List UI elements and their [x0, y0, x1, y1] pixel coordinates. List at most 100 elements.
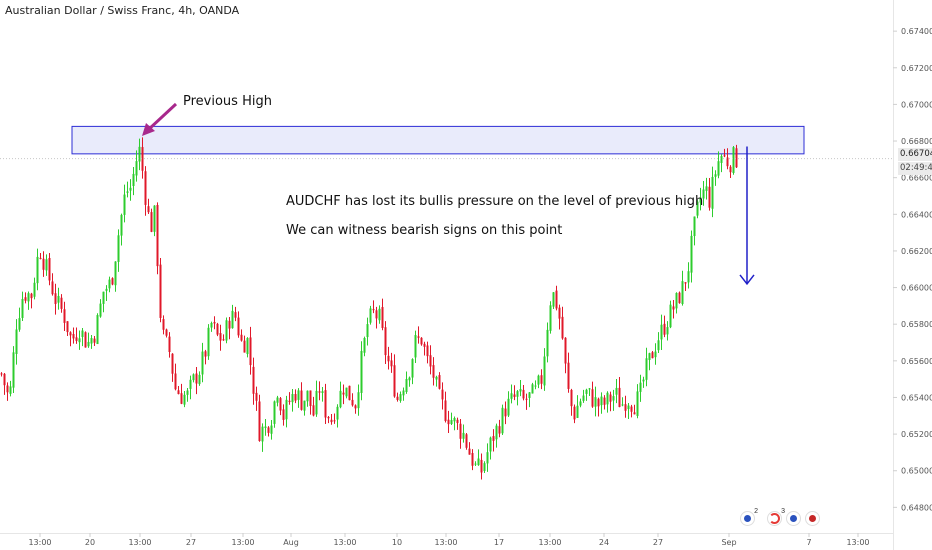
price-tick-label: 0.65200	[901, 430, 932, 439]
candle-body	[351, 399, 354, 406]
candle-body	[132, 173, 135, 186]
price-tick-label: 0.64800	[901, 503, 932, 512]
candle-body	[672, 306, 675, 310]
candle-body	[534, 385, 537, 387]
candle-body	[264, 426, 267, 428]
candle-body	[396, 396, 399, 400]
candle-body	[123, 194, 126, 215]
candle-body	[63, 309, 66, 323]
candle-body	[33, 282, 36, 297]
candle-body	[507, 398, 510, 416]
candle-body	[669, 304, 672, 328]
candle-body	[486, 452, 489, 464]
candle-body	[528, 392, 531, 398]
candle-body	[477, 458, 480, 466]
candle-body	[363, 338, 366, 353]
candle-body	[153, 205, 156, 232]
price-tick-label: 0.66400	[901, 210, 932, 219]
candle-body	[729, 166, 732, 173]
candle-body	[546, 329, 549, 357]
candle-body	[459, 423, 462, 439]
candle-body	[207, 327, 210, 357]
candle-body	[375, 310, 378, 319]
candle-body	[27, 293, 30, 302]
candle-body	[81, 330, 84, 337]
candle-body	[102, 291, 105, 304]
time-tick-label: 13:00	[538, 538, 561, 547]
candle-body	[345, 387, 348, 397]
candle-body	[198, 374, 201, 385]
candle-body	[600, 396, 603, 406]
candle-body	[663, 323, 666, 335]
candle-body	[423, 343, 426, 347]
candle-body	[696, 201, 699, 216]
chart-title: Australian Dollar / Swiss Franc, 4h, OAN…	[5, 4, 240, 17]
event-flag-icon[interactable]: 3	[767, 508, 785, 526]
candle-body	[504, 408, 507, 417]
candle-body	[465, 434, 468, 448]
candle-body	[213, 322, 216, 324]
candle-body	[195, 373, 198, 384]
candle-body	[291, 394, 294, 403]
candle-body	[516, 391, 519, 397]
candle-body	[402, 390, 405, 396]
candle-body	[603, 397, 606, 405]
event-flag-icon[interactable]	[805, 511, 820, 526]
candle-body	[609, 394, 612, 402]
candle-body	[687, 271, 690, 283]
candle-body	[144, 171, 147, 205]
candle-body	[321, 391, 324, 393]
candle-body	[282, 409, 285, 420]
candle-body	[606, 392, 609, 405]
candle-body	[591, 389, 594, 407]
candle-body	[150, 212, 153, 232]
candle-body	[438, 375, 441, 389]
candle-body	[306, 390, 309, 402]
candle-body	[117, 235, 120, 262]
candle-body	[732, 147, 735, 173]
candle-body	[705, 186, 708, 191]
candle-body	[42, 258, 45, 270]
candle-body	[171, 353, 174, 374]
candle-body	[177, 390, 180, 395]
candle-body	[99, 303, 102, 317]
candle-body	[492, 436, 495, 441]
price-tick-label: 0.66600	[901, 174, 932, 183]
candle-body	[36, 256, 39, 284]
candle-body	[498, 426, 501, 434]
time-tick-label: 7	[806, 538, 811, 547]
candle-body	[615, 387, 618, 395]
candle-body	[585, 389, 588, 394]
candle-body	[75, 337, 78, 341]
candle-body	[204, 351, 207, 357]
candle-body	[93, 338, 96, 343]
candle-body	[339, 390, 342, 408]
candle-body	[12, 352, 15, 388]
event-flag-icon[interactable]: 2	[740, 508, 758, 526]
candle-body	[702, 189, 705, 199]
candle-body	[543, 356, 546, 386]
price-tick-label: 0.67000	[901, 100, 932, 109]
candle-body	[114, 261, 117, 286]
candle-body	[666, 327, 669, 335]
candle-body	[621, 404, 624, 406]
candle-body	[216, 323, 219, 335]
candle-body	[579, 401, 582, 406]
event-flag-icon[interactable]	[786, 511, 801, 526]
candle-body	[387, 355, 390, 362]
previous-high-zone[interactable]	[71, 125, 805, 155]
candle-body	[417, 336, 420, 338]
candle-body	[180, 393, 183, 404]
candle-body	[366, 324, 369, 338]
candle-body	[228, 320, 231, 329]
candle-body	[675, 292, 678, 309]
candle-body	[231, 310, 234, 329]
candle-body	[468, 448, 471, 455]
candle-body	[450, 420, 453, 425]
candle-body	[267, 427, 270, 433]
price-tick-label: 0.67400	[901, 27, 932, 36]
candle-body	[570, 389, 573, 407]
price-tick-label: 0.66000	[901, 284, 932, 293]
candle-body	[60, 297, 63, 309]
